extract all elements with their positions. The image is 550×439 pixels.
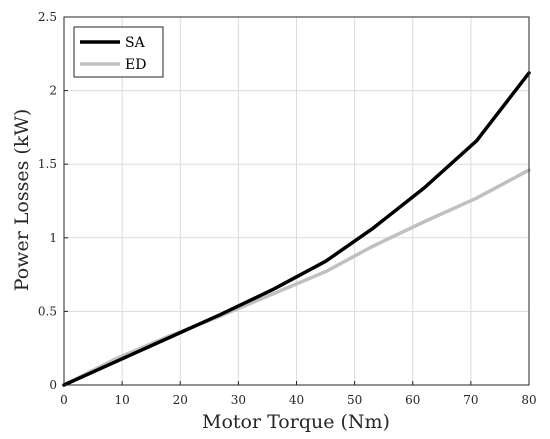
x-tick-label: 80 xyxy=(521,393,536,407)
y-tick-label: 2 xyxy=(49,84,57,98)
y-tick-label: 1.5 xyxy=(38,157,57,171)
legend-box xyxy=(73,26,164,78)
y-tick-label: 0.5 xyxy=(38,304,57,318)
y-tick-label: 0 xyxy=(49,378,57,392)
x-tick-label: 10 xyxy=(114,393,129,407)
x-tick-label: 60 xyxy=(405,393,420,407)
legend-label-ed: ED xyxy=(125,57,146,73)
legend: SA ED xyxy=(73,26,164,78)
legend-label-sa: SA xyxy=(125,35,146,51)
series-lines xyxy=(62,71,531,387)
x-tick-label: 40 xyxy=(289,393,304,407)
series-line-sa xyxy=(62,71,531,387)
x-tick-label: 20 xyxy=(173,393,188,407)
y-tick-label: 2.5 xyxy=(38,10,57,24)
x-tick-label: 0 xyxy=(60,393,68,407)
x-tick-label: 30 xyxy=(231,393,246,407)
y-tick-label: 1 xyxy=(49,231,57,245)
tick-labels: 0 10 20 30 40 50 60 70 80 0 0.5 1 1.5 2 2.5 xyxy=(38,10,537,407)
x-axis-label: Motor Torque (Nm) xyxy=(202,411,390,433)
y-axis-label: Power Losses (kW) xyxy=(11,109,33,292)
series-line-ed xyxy=(62,168,531,387)
x-tick-label: 50 xyxy=(347,393,362,407)
x-tick-label: 70 xyxy=(463,393,478,407)
